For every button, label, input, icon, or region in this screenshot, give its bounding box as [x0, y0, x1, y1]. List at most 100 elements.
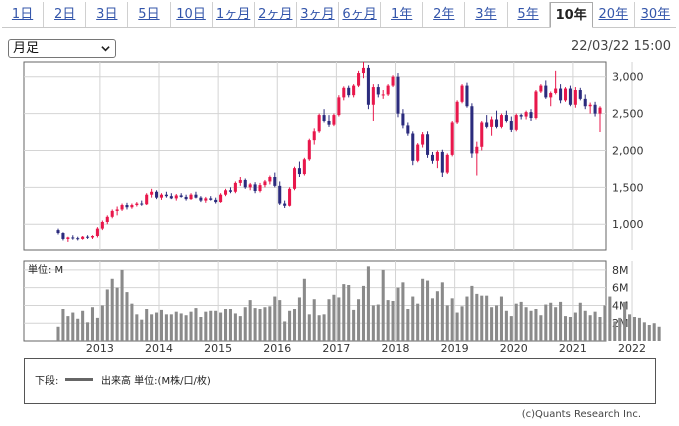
volume-bar — [381, 269, 385, 341]
candle-body — [159, 194, 164, 198]
tab-period-1[interactable]: 2日 — [44, 2, 87, 27]
candle-body — [366, 67, 370, 105]
volume-bar — [322, 314, 326, 341]
volume-bar — [613, 321, 617, 341]
tab-period-15[interactable]: 30年 — [634, 2, 676, 27]
volume-bar — [288, 310, 292, 341]
x-tick-label: 2020 — [500, 342, 528, 355]
tab-period-8[interactable]: 6ヶ月 — [339, 2, 382, 27]
tab-period-6[interactable]: 2ヶ月 — [254, 2, 297, 27]
volume-bar — [554, 307, 558, 341]
period-tabs: 1日 2日 3日 5日 10日 1ヶ月 2ヶ月 3ヶ月 6ヶ月 1年 2年 3年 5年 10年 20年 30年 — [2, 2, 676, 28]
tab-period-14[interactable]: 20年 — [592, 2, 635, 27]
volume-bar — [608, 296, 612, 341]
candle-body — [169, 196, 173, 199]
volume-bar — [263, 307, 267, 341]
candle-body — [71, 237, 75, 239]
volume-bar — [376, 304, 380, 341]
price-panel-frame — [23, 61, 607, 251]
volume-bar — [283, 321, 287, 341]
tab-period-9[interactable]: 1年 — [381, 2, 424, 27]
candle-body — [125, 205, 129, 208]
y-tick-label: 2,500 — [612, 108, 644, 121]
candle-body — [115, 209, 119, 211]
tab-period-12[interactable]: 5年 — [507, 2, 550, 27]
candle-body — [179, 195, 183, 197]
candle-period-select[interactable]: 月足 — [8, 39, 116, 58]
candle-body — [312, 131, 316, 141]
tab-period-4[interactable]: 10日 — [170, 2, 213, 27]
volume-bar — [135, 314, 139, 341]
volume-bar — [243, 307, 247, 341]
volume-bar — [130, 303, 134, 341]
volume-bar — [155, 312, 159, 341]
candle-body — [164, 194, 168, 197]
x-tick-label: 2017 — [322, 342, 350, 355]
candle-body — [105, 216, 109, 222]
candle-body — [322, 115, 326, 121]
candle-body — [135, 203, 139, 206]
volume-bar — [401, 282, 405, 341]
y-tick-label: 1,500 — [612, 181, 644, 194]
candle-body — [110, 210, 114, 217]
volume-bar — [628, 314, 632, 341]
timestamp: 22/03/22 15:00 — [571, 39, 671, 54]
volume-bar — [169, 314, 173, 341]
volume-bar — [273, 296, 277, 341]
candle-body — [86, 236, 90, 238]
tab-period-7[interactable]: 3ヶ月 — [296, 2, 339, 27]
tab-period-13[interactable]: 10年 — [549, 2, 593, 28]
candle-body — [342, 87, 346, 98]
volume-bar — [396, 287, 400, 341]
candle-body — [352, 85, 356, 96]
candle-body — [554, 88, 558, 93]
volume-bar — [258, 309, 262, 341]
volume-bar — [563, 316, 568, 341]
volume-bar — [603, 305, 607, 341]
tab-period-11[interactable]: 3年 — [465, 2, 508, 27]
x-tick-label: 2014 — [145, 342, 173, 355]
tab-period-3[interactable]: 5日 — [128, 2, 171, 27]
candle-body — [440, 151, 444, 173]
credit-text: (c)Quants Research Inc. — [521, 409, 641, 420]
x-tick-label: 2016 — [263, 342, 291, 355]
volume-bar — [499, 296, 503, 341]
tab-period-10[interactable]: 2年 — [423, 2, 466, 27]
volume-bar — [460, 306, 464, 341]
volume-bar — [347, 285, 351, 341]
volume-bar — [652, 323, 656, 341]
volume-bar — [490, 307, 494, 341]
volume-bar — [115, 287, 119, 341]
candle-body — [248, 184, 252, 188]
volume-bar — [95, 317, 99, 341]
candle-body — [253, 184, 257, 192]
candle-body — [307, 140, 311, 160]
volume-bar — [140, 319, 144, 341]
candle-body — [184, 196, 188, 200]
candle-body — [534, 91, 538, 119]
candle-body — [435, 151, 439, 161]
candle-body — [568, 88, 572, 105]
candle-body — [416, 144, 420, 161]
volume-bar — [534, 309, 538, 341]
volume-bar — [593, 311, 597, 341]
volume-bar — [159, 309, 164, 341]
tab-period-5[interactable]: 1ヶ月 — [212, 2, 255, 27]
tab-period-2[interactable]: 3日 — [86, 2, 129, 27]
volume-bar — [504, 310, 508, 341]
candle-body — [204, 198, 208, 201]
candle-body — [278, 185, 282, 204]
volume-bar — [357, 299, 361, 341]
tab-period-0[interactable]: 1日 — [2, 2, 45, 27]
candle-body — [130, 205, 134, 208]
volume-bar — [386, 300, 390, 341]
volume-bar — [509, 316, 513, 341]
volume-bar — [352, 309, 356, 341]
volume-bar — [544, 304, 548, 341]
candle-body — [268, 177, 272, 182]
volume-bar — [465, 296, 469, 341]
volume-bar — [61, 309, 65, 341]
candle-body — [337, 97, 341, 116]
volume-bar — [411, 296, 415, 341]
candle-body — [150, 191, 154, 195]
